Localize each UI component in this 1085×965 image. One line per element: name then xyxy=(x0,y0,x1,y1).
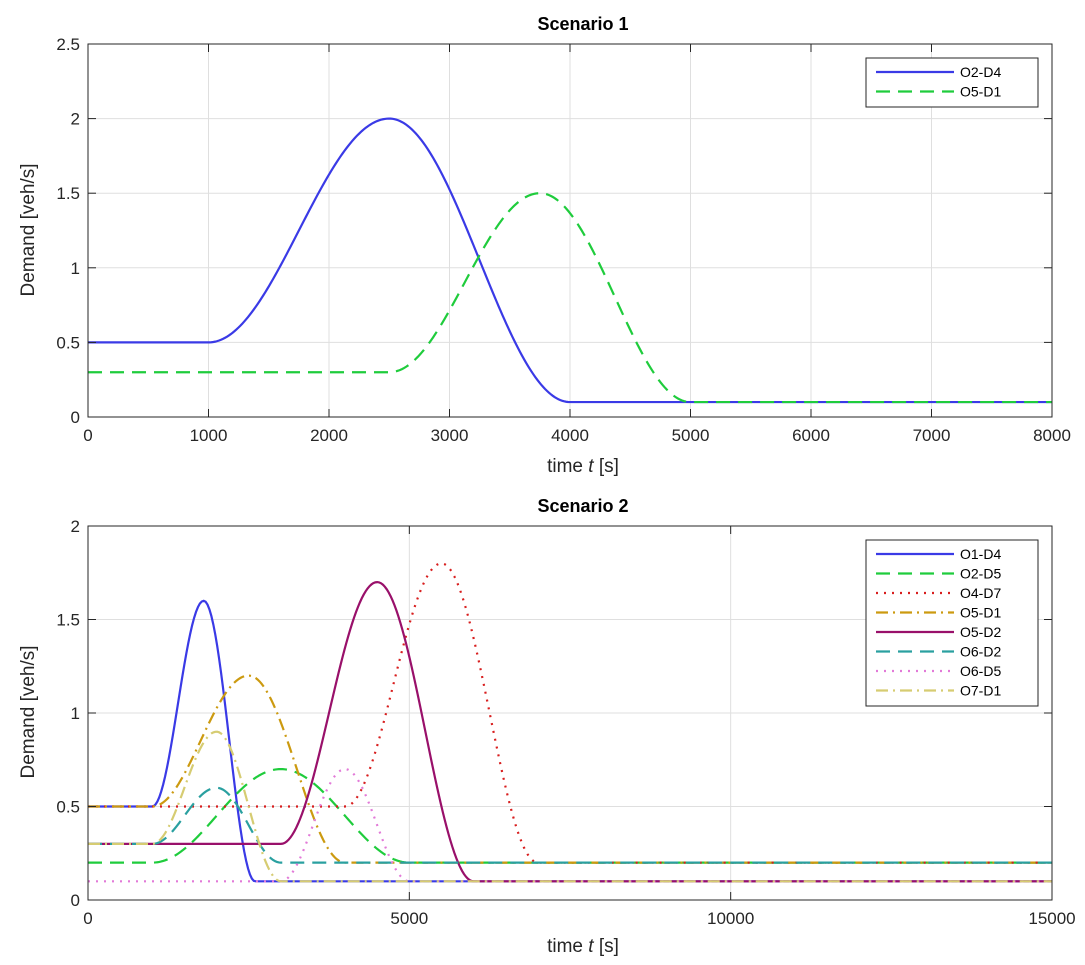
scenario-1-plot: Scenario 1 0 1000 2000 3000 4000 5000 6000 7000… xyxy=(18,14,1071,477)
scenario-2-legend-label: O1-D4 xyxy=(960,546,1001,562)
scenario-2-ytick-label: 1 xyxy=(71,704,80,723)
scenario-2-series xyxy=(88,562,1052,883)
scenario-1-ytick-label: 2.5 xyxy=(56,35,80,54)
scenario-1-ytick-label: 2 xyxy=(71,110,80,129)
scenario-2-xtick-label: 5000 xyxy=(390,909,428,928)
scenario-2-ytick-label: 0 xyxy=(71,891,80,910)
scenario-1-ytick-label: 1 xyxy=(71,259,80,278)
scenario-1-title: Scenario 1 xyxy=(537,14,628,34)
scenario-2-ytick-label: 0.5 xyxy=(56,798,80,817)
scenario-1-xtick-label: 7000 xyxy=(913,426,951,445)
scenario-2-legend-label: O7-D1 xyxy=(960,683,1001,699)
scenario-1-series-o5-d1 xyxy=(88,192,1052,404)
scenario-2-series-o6-d2 xyxy=(88,786,1052,864)
scenario-2-ylabel: Demand [veh/s] xyxy=(18,645,39,778)
scenario-1-xtick-label: 8000 xyxy=(1033,426,1071,445)
scenario-2-legend-label: O6-D2 xyxy=(960,644,1001,660)
scenario-1-xtick-label: 5000 xyxy=(672,426,710,445)
scenario-2-legend-label: O5-D2 xyxy=(960,624,1001,640)
scenario-1-xlabel: time t [s] xyxy=(547,456,619,477)
scenario-1-ytick-label: 1.5 xyxy=(56,184,80,203)
scenario-2-series-o7-d1 xyxy=(88,730,1052,883)
scenario-1-series-o2-d4 xyxy=(88,117,1052,404)
scenario-2-xtick-label: 15000 xyxy=(1028,909,1075,928)
scenario-2-plot: Scenario 2 0 5000 10000 15000 0 0.5 1 1.5 2 time… xyxy=(18,496,1076,957)
scenario-1-legend-box xyxy=(865,57,1039,108)
scenario-1-xtick-label: 4000 xyxy=(551,426,589,445)
scenario-1-ytick-label: 0.5 xyxy=(56,333,80,352)
scenario-1-xtick-label: 6000 xyxy=(792,426,830,445)
scenario-2-legend: O1-D4 O2-D5 O4-D7 O5-D1 O5-D2 O6-D2 O6-D5 O7-D1 xyxy=(865,539,1039,707)
scenario-2-xtick-label: 0 xyxy=(83,909,92,928)
scenario-1-legend-label: O2-D4 xyxy=(960,64,1001,80)
scenario-2-series-o2-d5 xyxy=(88,767,1052,864)
scenario-2-ticks: 0 5000 10000 15000 0 0.5 1 1.5 2 xyxy=(56,517,1075,928)
scenario-1-ylabel: Demand [veh/s] xyxy=(18,163,39,296)
scenario-1-xtick-label: 2000 xyxy=(310,426,348,445)
scenario-1-xtick-label: 1000 xyxy=(190,426,228,445)
scenario-2-legend-label: O2-D5 xyxy=(960,566,1001,582)
scenario-2-legend-label: O5-D1 xyxy=(960,605,1001,621)
scenario-2-legend-label: O6-D5 xyxy=(960,663,1001,679)
scenario-1-ytick-label: 0 xyxy=(71,408,80,427)
scenario-1-series xyxy=(88,117,1052,404)
scenario-2-legend-label: O4-D7 xyxy=(960,585,1001,601)
scenario-2-ytick-label: 2 xyxy=(71,517,80,536)
scenario-2-ytick-label: 1.5 xyxy=(56,611,80,630)
scenario-1-legend-label: O5-D1 xyxy=(960,84,1001,100)
scenario-2-xtick-label: 10000 xyxy=(707,909,754,928)
scenario-1-xtick-label: 3000 xyxy=(431,426,469,445)
scenario-2-xlabel: time t [s] xyxy=(547,936,619,957)
scenario-2-series-o6-d5 xyxy=(88,768,1052,883)
scenario-2-title: Scenario 2 xyxy=(537,496,628,516)
scenario-1-legend: O2-D4 O5-D1 xyxy=(865,57,1039,108)
scenario-1-ticks: 0 1000 2000 3000 4000 5000 6000 7000 8000 0 0.5 1 1.… xyxy=(56,35,1071,445)
scenario-1-xtick-label: 0 xyxy=(83,426,92,445)
scenario-2-legend-box xyxy=(865,539,1039,707)
